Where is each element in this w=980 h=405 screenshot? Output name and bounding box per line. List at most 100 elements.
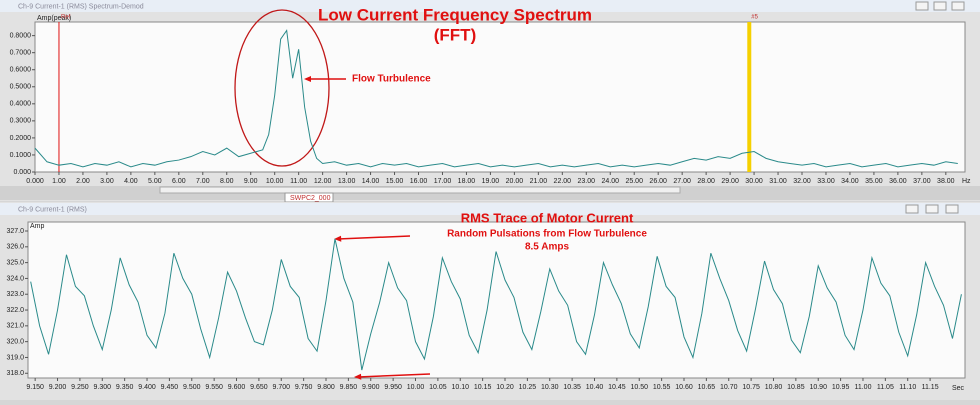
chart-title: (FFT) (434, 25, 476, 44)
x-tick-label: 29.00 (721, 178, 739, 185)
y-tick-label: 0.1000 (10, 152, 32, 159)
y-tick-label: 321.0 (6, 323, 24, 330)
x-tick-label: 23.00 (578, 178, 596, 185)
x-tick-label: 34.00 (841, 178, 859, 185)
arrow-head (304, 76, 311, 82)
x-tick-label: 35.00 (865, 178, 883, 185)
y-tick-label: 326.0 (6, 244, 24, 251)
x-tick-label: 19.00 (482, 178, 500, 185)
arrow-head (354, 373, 362, 380)
x-tick-label: 10.35 (563, 384, 581, 391)
x-tick-label: 11.05 (877, 384, 894, 391)
annotation: Random Pulsations from Flow Turbulence (447, 229, 647, 240)
x-tick-label: 27.00 (673, 178, 691, 185)
x-tick-label: 9.500 (183, 384, 201, 391)
x-tick-label: 16.00 (410, 178, 428, 185)
y-tick-label: 0.2000 (10, 135, 32, 142)
plot-area (27, 221, 966, 379)
arrow (357, 373, 431, 378)
x-tick-label: 9.900 (362, 384, 380, 391)
x-tick-label: 38.00 (937, 178, 955, 185)
y-tick-label: 0.3000 (10, 118, 32, 125)
y-tick-label: 319.0 (6, 354, 24, 361)
y-tick-label: 318.0 (6, 370, 24, 377)
tab-label: SWPC2_000 (290, 195, 331, 202)
x-tick-label: 9.750 (295, 384, 313, 391)
x-tick-label: 10.20 (496, 384, 514, 391)
highlight-ellipse (234, 9, 330, 167)
y-axis-label: Amp(peak) (37, 15, 71, 22)
maximize-button[interactable] (933, 1, 947, 11)
chart-title: RMS Trace of Motor Current (461, 210, 634, 225)
x-tick-label: 11.10 (899, 384, 916, 391)
x-tick-label: 22.00 (554, 178, 572, 185)
x-tick-label: 26.00 (649, 178, 667, 185)
x-tick-label: 9.450 (161, 384, 179, 391)
y-tick-label: 0.4000 (10, 101, 32, 108)
x-tick-label: 24.00 (601, 178, 619, 185)
x-tick-label: 9.200 (49, 384, 67, 391)
x-tick-label: 10.75 (742, 384, 760, 391)
x-tick-label: 7.00 (196, 178, 210, 185)
plot-area (34, 21, 966, 173)
x-tick-label: 10.45 (608, 384, 626, 391)
y-tick-label: 322.0 (6, 307, 24, 314)
y-tick-label: 0.000 (13, 169, 31, 176)
x-tick-label: 21.00 (530, 178, 548, 185)
x-tick-label: 1.00 (52, 178, 66, 185)
x-tick-label: 10.15 (474, 384, 492, 391)
close-button[interactable] (945, 204, 959, 214)
x-tick-label: 36.00 (889, 178, 907, 185)
x-tick-label: 10.70 (720, 384, 738, 391)
x-tick-label: 9.400 (138, 384, 156, 391)
window-title: Ch-9 Current-1 (RMS) (18, 206, 87, 213)
x-tick-label: 9.00 (244, 178, 258, 185)
x-tick-label: 2.00 (76, 178, 90, 185)
cursor-label: Ref (61, 15, 71, 21)
x-tick-label: 9.150 (26, 384, 44, 391)
x-tick-label: 12.00 (314, 178, 332, 185)
x-tick-label: 10.60 (675, 384, 693, 391)
x-tick-label: 30.00 (745, 178, 763, 185)
scroll-thumb[interactable] (159, 186, 681, 194)
maximize-button[interactable] (925, 204, 939, 214)
x-tick-label: 11.00 (290, 178, 307, 185)
x-tick-label: 10.30 (541, 384, 559, 391)
annotation: Flow Turbulence (352, 74, 431, 85)
x-tick-label: 10.10 (451, 384, 469, 391)
x-tick-label: 31.00 (769, 178, 787, 185)
x-tick-label: 10.55 (653, 384, 671, 391)
y-tick-label: 323.0 (6, 291, 24, 298)
close-button[interactable] (951, 1, 965, 11)
annotation: 8.5 Amps (525, 242, 570, 253)
x-tick-label: 9.800 (317, 384, 335, 391)
y-tick-label: 327.0 (6, 228, 24, 235)
minimize-button[interactable] (905, 204, 919, 214)
x-tick-label: 10.80 (765, 384, 783, 391)
cursor-label: #5 (751, 15, 758, 21)
x-tick-label: 10.40 (586, 384, 604, 391)
x-tick-label: 8.00 (220, 178, 234, 185)
arrow-head (334, 235, 342, 242)
y-tick-label: 0.7000 (10, 50, 32, 57)
x-tick-label: 10.95 (832, 384, 850, 391)
line-series (34, 29, 958, 168)
x-tick-label: 9.550 (205, 384, 223, 391)
x-tick-label: 10.90 (809, 384, 827, 391)
x-tick-label: 11.00 (854, 384, 871, 391)
x-tick-label: 37.00 (913, 178, 931, 185)
x-tick-label: 9.350 (116, 384, 134, 391)
x-tick-label: 10.85 (787, 384, 805, 391)
x-tick-label: 3.00 (100, 178, 114, 185)
title-bar (0, 203, 980, 215)
x-tick-label: 17.00 (434, 178, 452, 185)
y-tick-label: 324.0 (6, 275, 24, 282)
y-tick-label: 0.8000 (10, 32, 32, 39)
x-tick-label: 9.250 (71, 384, 89, 391)
y-tick-label: 0.6000 (10, 67, 32, 74)
minimize-button[interactable] (915, 1, 929, 11)
chart-title: Low Current Frequency Spectrum (318, 5, 592, 24)
y-axis-label: Amp (30, 223, 45, 230)
title-bar (0, 0, 980, 12)
